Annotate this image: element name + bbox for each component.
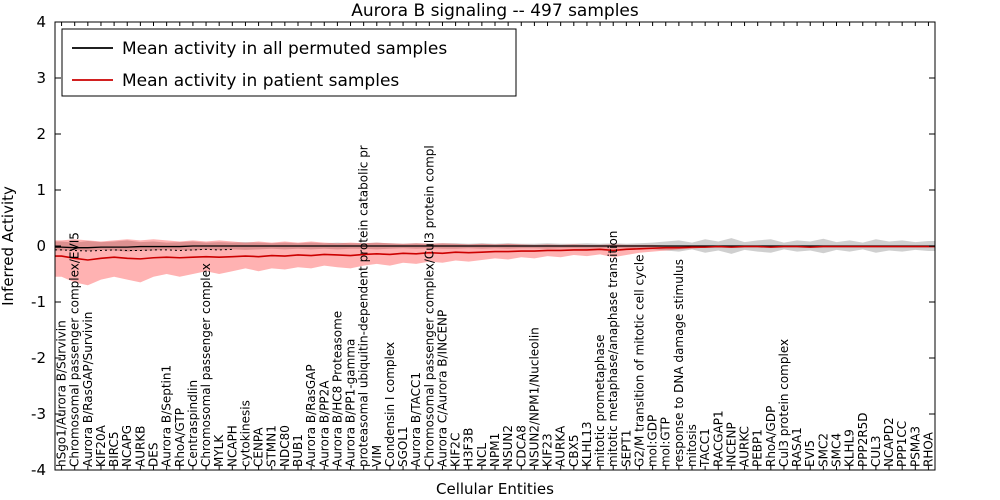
x-tick-label: KIF20A [94, 424, 108, 467]
x-tick-label: MYLK [212, 434, 226, 467]
x-tick-label: INCENP [724, 422, 738, 467]
x-tick-label: cytokinesis [238, 400, 252, 467]
x-tick-label: NPM1 [488, 433, 502, 467]
x-tick-label: Chromosomal passenger complex/Cul3 prote… [422, 145, 436, 467]
x-tick-label: RACGAP1 [711, 410, 725, 467]
y-tick-label: 4 [36, 13, 46, 31]
x-tick-label: CBX5 [567, 435, 581, 467]
x-tick-label: H3F3B [462, 428, 476, 467]
x-tick-label: Chromosomal passenger complex/EVI5 [68, 232, 82, 467]
x-tick-label: RHOA [921, 431, 935, 467]
x-tick-label: proteasomal ubiquitin-dependent protein … [357, 145, 371, 467]
x-tick-label: VIM [370, 445, 384, 467]
x-tick-label: NCAPH [225, 425, 239, 467]
chart-title: Aurora B signaling -- 497 samples [351, 1, 639, 21]
y-tick-label: -1 [31, 293, 46, 311]
x-tick-label: PEBP1 [751, 429, 765, 467]
plot-frame [54, 21, 936, 471]
x-tick-label: Aurora B/RasGAP [304, 364, 318, 467]
y-tick-label: 3 [36, 69, 46, 87]
x-tick-label: AURKB [133, 426, 147, 467]
legend: Mean activity in all permuted samples Me… [61, 28, 517, 97]
x-tick-label: SEPT1 [619, 430, 633, 467]
x-tick-label: Condensin I complex [383, 342, 397, 467]
x-tick-label: AURKA [554, 425, 568, 467]
x-tick-label: mitotic prometaphase [593, 335, 607, 468]
band-layer [55, 238, 935, 286]
x-tick-label: KIF23 [541, 433, 555, 467]
x-tick-label: CENPA [252, 427, 266, 467]
y-tick-label: 2 [36, 125, 46, 143]
x-tick-label: Aurora B/HC8 Proteasome [330, 311, 344, 467]
x-tick-label: mol:GTP [659, 417, 673, 467]
x-tick-label: RASA1 [790, 427, 804, 467]
x-tick-label: Aurora B/Septin1 [160, 365, 174, 467]
y-tick-label: 1 [36, 181, 46, 199]
y-tick-label: -3 [31, 405, 46, 423]
x-tick-label: NSUN2 [501, 425, 515, 467]
y-tick-label: 0 [36, 237, 46, 255]
x-tick-label: NCAPG [120, 425, 134, 467]
x-tick-label: DES [147, 443, 161, 467]
x-tick-label: STMN1 [265, 425, 279, 467]
line-layer [55, 245, 935, 261]
x-tick-label: Chromosomal passenger complex [199, 263, 213, 467]
permuted-dotted-line [55, 248, 233, 252]
x-tick-label: PPP2R5D [856, 412, 870, 467]
x-tick-label: KIF2C [449, 433, 463, 467]
x-tick-label: Aurora B/PP1-gamma [344, 339, 358, 467]
category-label-layer: hSgo1/Aurora B/Survivin Chromosomal passe… [55, 145, 936, 468]
x-tick-label: Cul3 protein complex [777, 339, 791, 467]
x-tick-label: RhoA/GTP [173, 408, 187, 467]
x-tick-label: Aurora C/Aurora B/INCENP [435, 310, 449, 467]
x-tick-label: SMC4 [829, 433, 843, 467]
x-tick-label: NCL [475, 443, 489, 467]
x-tick-label: PPP1CC [895, 421, 909, 467]
y-tick-label: -2 [31, 349, 46, 367]
x-tick-label: AURKC [738, 426, 752, 467]
x-tick-label: CDCA8 [514, 425, 528, 467]
x-tick-label: Centraspindlin [186, 380, 200, 467]
x-tick-label: mitotic metaphase/anaphase transition [606, 231, 620, 467]
x-tick-label: KLHL9 [843, 429, 857, 467]
x-tick-label: SMC2 [816, 433, 830, 467]
y-axis-label: Inferred Activity [0, 186, 17, 306]
x-tick-label: Aurora B/PP2A [317, 380, 331, 467]
x-tick-label: NCAPD2 [882, 417, 896, 467]
y-tick-label: -4 [31, 461, 46, 479]
legend-label-permuted: Mean activity in all permuted samples [122, 39, 447, 59]
x-tick-label: CUL3 [869, 436, 883, 467]
x-tick-label: BUB1 [291, 434, 305, 467]
x-tick-label: BIRC5 [107, 431, 121, 467]
x-tick-label: response to DNA damage stimulus [672, 259, 686, 467]
x-tick-label: RhoA/GDP [764, 406, 778, 467]
x-tick-label: Aurora B/TACC1 [409, 372, 423, 467]
x-tick-label: PSMA3 [908, 426, 922, 467]
patient-mean-line [55, 245, 935, 261]
x-tick-label: NDC80 [278, 425, 292, 467]
x-tick-label: hSgo1/Aurora B/Survivin [55, 320, 69, 467]
x-tick-label: KLHL13 [580, 421, 594, 467]
x-tick-label: Aurora B/RasGAP/Survivin [81, 312, 95, 467]
legend-label-patient: Mean activity in patient samples [122, 71, 399, 91]
x-tick-label: SGOL1 [396, 426, 410, 467]
x-tick-label: mitosis [685, 424, 699, 467]
axis-tick-layer: 4 3 2 1 0 -1 -2 -3 -4 [31, 13, 935, 479]
x-tick-label: G2/M transition of mitotic cell cycle [632, 254, 646, 467]
x-tick-label: EVI5 [803, 440, 817, 467]
x-tick-label: NSUN2/NPM1/Nucleolin [527, 327, 541, 467]
legend-box [61, 28, 517, 97]
x-tick-label: mol:GDP [646, 415, 660, 467]
x-axis-label: Cellular Entities [436, 480, 554, 498]
x-tick-label: TACC1 [698, 428, 712, 468]
